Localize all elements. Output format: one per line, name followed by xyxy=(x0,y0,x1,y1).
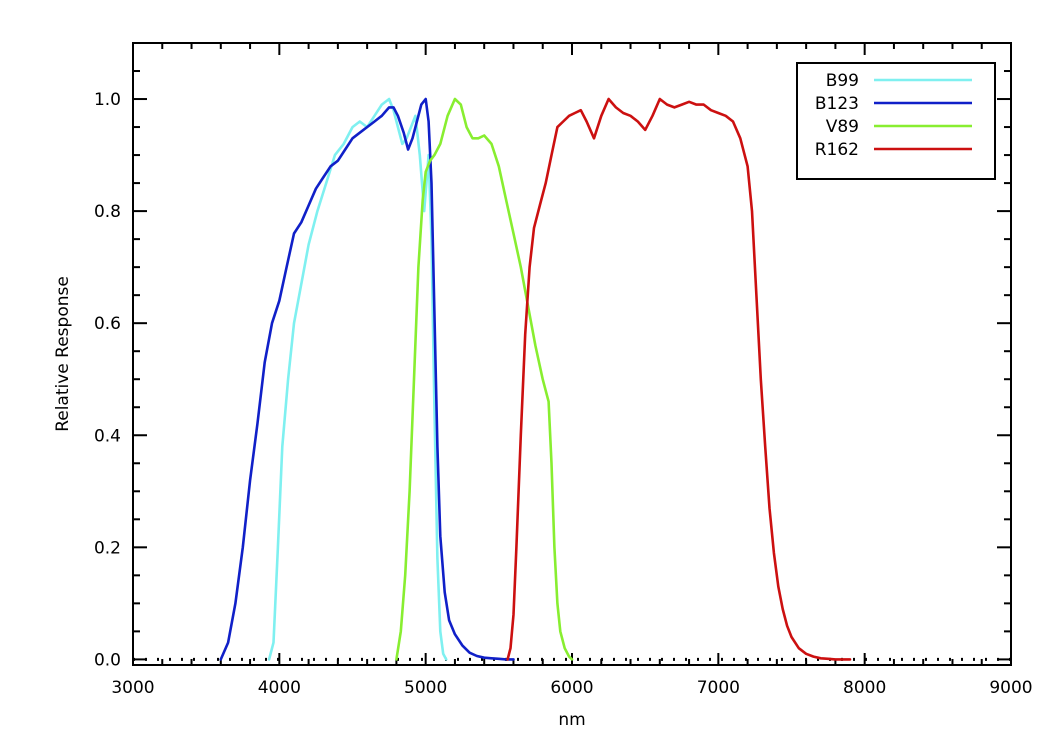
legend-label: B123 xyxy=(815,94,859,114)
x-tick-label: 4000 xyxy=(258,678,301,698)
y-tick-label: 0.0 xyxy=(94,650,121,670)
x-axis-title: nm xyxy=(558,710,585,730)
y-tick-label: 0.2 xyxy=(94,538,121,558)
series-line-b99 xyxy=(267,97,448,661)
x-tick-label: 8000 xyxy=(843,678,886,698)
legend: B99 B123 V89 R162 xyxy=(796,62,996,180)
axis-ticks: 3000 4000 5000 6000 7000 8000 9000 0.0 0.2 0.4 0.6… xyxy=(94,43,1033,698)
series-line-v89 xyxy=(395,97,574,661)
legend-label: V89 xyxy=(826,117,859,137)
legend-label: B99 xyxy=(826,71,859,91)
x-tick-label: 3000 xyxy=(111,678,154,698)
x-tick-label: 6000 xyxy=(550,678,593,698)
legend-label: R162 xyxy=(815,140,859,160)
y-tick-label: 1.0 xyxy=(94,90,121,110)
y-tick-label: 0.8 xyxy=(94,202,121,222)
y-tick-label: 0.4 xyxy=(94,426,121,446)
y-axis-title: Relative Response xyxy=(53,276,73,432)
series-line-r162 xyxy=(506,97,852,661)
x-tick-label: 7000 xyxy=(697,678,740,698)
x-tick-label: 5000 xyxy=(404,678,447,698)
series-layer xyxy=(219,97,852,661)
x-tick-label: 9000 xyxy=(989,678,1032,698)
legend-box xyxy=(796,62,996,180)
y-tick-label: 0.6 xyxy=(94,314,121,334)
axis-labels: nm Relative Response xyxy=(53,276,586,730)
series-line-b123 xyxy=(219,97,515,661)
